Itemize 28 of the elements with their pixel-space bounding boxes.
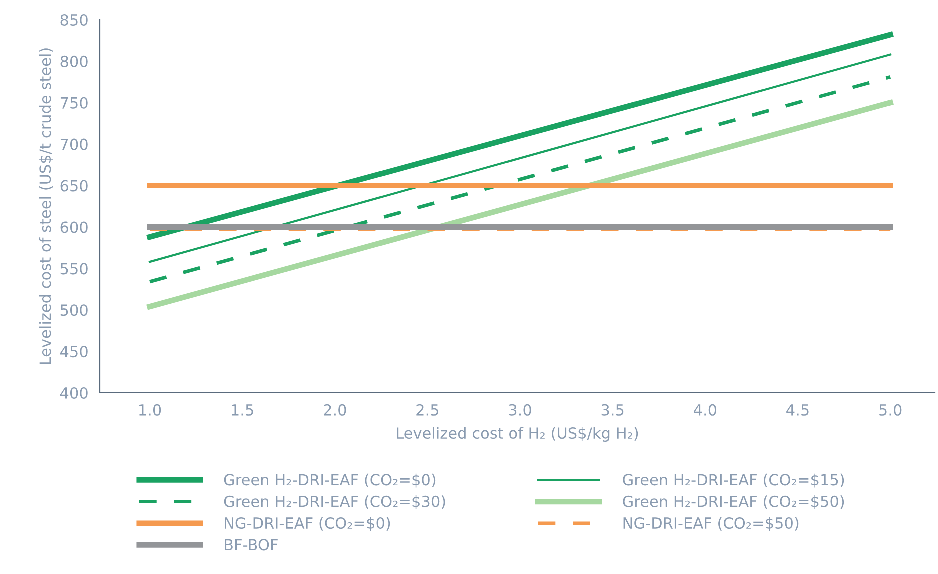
y-tick-label: 600	[60, 222, 88, 234]
y-axis-title: Levelized cost of steel (US$/t crude steel)	[39, 48, 54, 364]
y-tick-label: 550	[60, 263, 88, 275]
y-tick-label: 400	[60, 387, 88, 400]
x-tick-label: 3.5	[602, 404, 624, 416]
legend-label: NG-DRI-EAF (CO₂=$50)	[624, 517, 799, 532]
x-tick-label: 3.0	[509, 404, 532, 416]
y-tick-label: 500	[60, 304, 88, 316]
legend-label: Green H₂-DRI-EAF (CO₂=$0)	[224, 474, 436, 488]
legend-label: Green H₂-DRI-EAF (CO₂=$30)	[224, 496, 446, 510]
x-tick-label: 1.5	[232, 404, 254, 416]
x-tick-label: 5.0	[880, 404, 902, 416]
legend-label: Green H₂-DRI-EAF (CO₂=$15)	[623, 474, 844, 488]
y-tick-label: 850	[60, 14, 88, 26]
x-tick-label: 2.0	[324, 404, 346, 416]
legend-label: Green H₂-DRI-EAF (CO₂=$50)	[623, 496, 844, 510]
x-tick-label: 2.5	[416, 404, 439, 416]
y-tick-label: 700	[60, 138, 88, 150]
x-axis-title: Levelized cost of H₂ (US$/kg H₂)	[397, 427, 638, 442]
y-tick-label: 450	[60, 346, 88, 358]
x-tick-label: 4.0	[694, 404, 717, 416]
y-tick-label: 800	[60, 56, 88, 68]
y-tick-label: 650	[60, 180, 88, 192]
y-tick-label: 750	[60, 97, 88, 109]
legend-label: NG-DRI-EAF (CO₂=$0)	[225, 517, 390, 532]
x-tick-label: 4.5	[786, 404, 809, 416]
x-tick-label: 1.0	[140, 404, 162, 416]
legend-label: BF-BOF	[225, 539, 278, 551]
